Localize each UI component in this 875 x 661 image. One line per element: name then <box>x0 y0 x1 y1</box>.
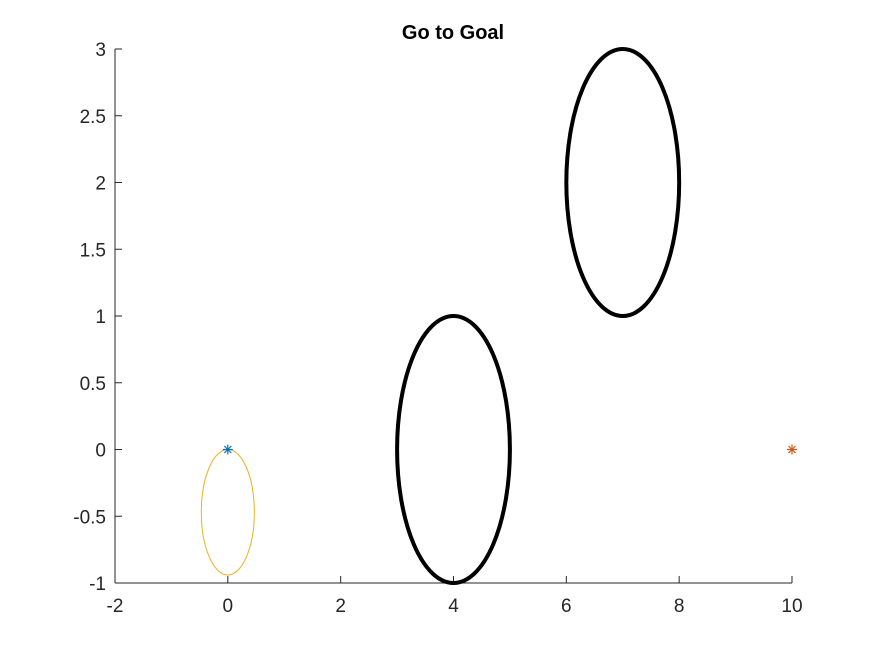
y-tick-label: 1.5 <box>80 240 106 261</box>
asterisk-marker <box>222 444 233 455</box>
x-tick-label: 6 <box>561 596 572 617</box>
x-tick-label: 0 <box>223 596 234 617</box>
x-tick-label: 2 <box>335 596 346 617</box>
y-tick-label: -0.5 <box>73 507 106 528</box>
obstacle-ellipse <box>395 314 512 585</box>
plot-area <box>200 47 797 585</box>
x-tick-label: -2 <box>107 596 124 617</box>
y-tick-label: 3 <box>95 40 106 61</box>
chart-title: Go to Goal <box>402 22 504 44</box>
y-tick-label: 2 <box>95 174 106 195</box>
x-tick-label: 10 <box>781 596 802 617</box>
obstacle-ellipse <box>564 47 682 318</box>
asterisk-marker <box>787 444 797 455</box>
path-ellipse <box>200 449 255 576</box>
y-tick-label: 0.5 <box>80 374 106 395</box>
axes: -2 0 2 4 6 8 10 -1 -0.5 0 0.5 1 1.5 2 2.5 3 <box>73 40 802 617</box>
y-tick-label: -1 <box>89 574 106 595</box>
x-tick-label: 8 <box>674 596 685 617</box>
y-tick-label: 1 <box>95 307 106 328</box>
y-tick-label: 0 <box>95 441 106 462</box>
x-tick-label: 4 <box>448 596 459 617</box>
y-tick-label: 2.5 <box>80 107 106 128</box>
